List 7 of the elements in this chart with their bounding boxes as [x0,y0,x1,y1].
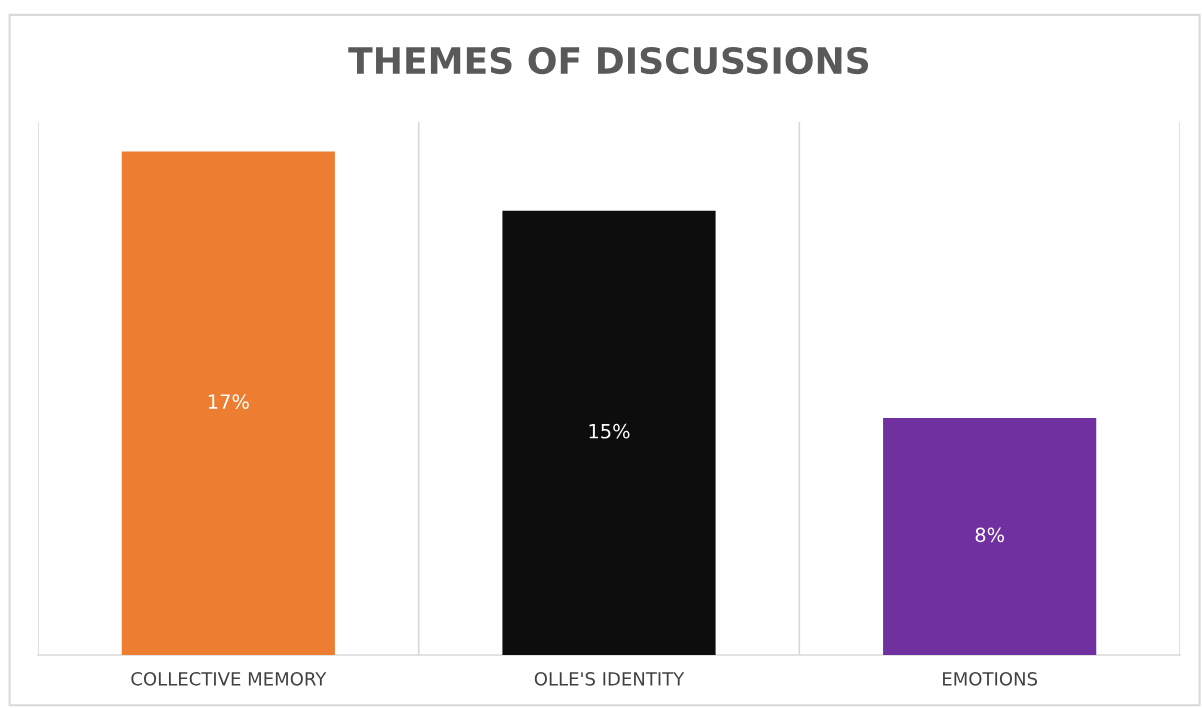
data-label: 15% [589,423,630,439]
x-tick-label: COLLECTIVE MEMORY [131,671,327,686]
x-tick-label: OLLE'S IDENTITY [534,671,685,686]
chart-title: THEMES OF DISCUSSIONS [348,46,869,75]
data-label: 8% [975,527,1005,543]
x-tick-label: EMOTIONS [943,671,1038,686]
data-label: 17% [208,394,249,409]
